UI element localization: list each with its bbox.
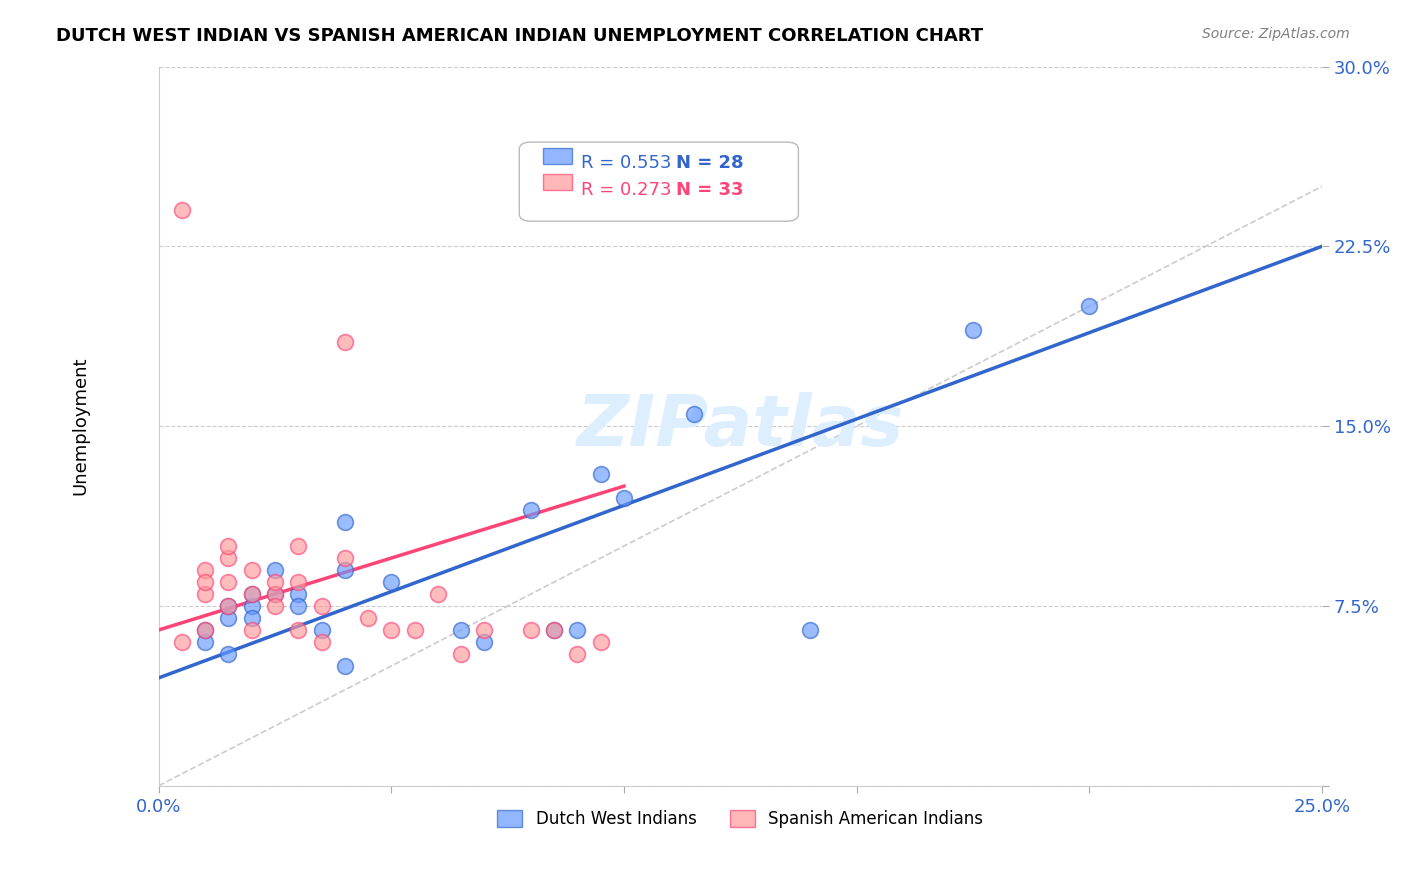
Point (170, 203, 193, 218)
Point (333, 335, 356, 350)
Point (520, 503, 543, 517)
Point (589, 467, 612, 482)
Point (264, 587, 287, 601)
Point (380, 574, 402, 589)
Point (682, 407, 704, 421)
Point (240, 611, 263, 625)
Point (567, 647, 589, 661)
Point (194, 574, 217, 589)
Y-axis label: Unemployment: Unemployment (72, 357, 89, 495)
Point (217, 647, 239, 661)
FancyBboxPatch shape (519, 142, 799, 221)
Point (472, 623, 495, 637)
Point (589, 635, 612, 649)
Point (404, 623, 426, 637)
Point (217, 599, 239, 613)
Point (287, 587, 309, 601)
Point (240, 587, 263, 601)
Point (240, 563, 263, 577)
Point (333, 551, 356, 566)
Point (287, 539, 309, 553)
FancyBboxPatch shape (543, 148, 572, 164)
Text: Source: ZipAtlas.com: Source: ZipAtlas.com (1202, 27, 1350, 41)
Point (194, 623, 217, 637)
Text: DUTCH WEST INDIAN VS SPANISH AMERICAN INDIAN UNEMPLOYMENT CORRELATION CHART: DUTCH WEST INDIAN VS SPANISH AMERICAN IN… (56, 27, 983, 45)
Point (170, 635, 193, 649)
Point (333, 659, 356, 673)
Text: ZIPatlas: ZIPatlas (576, 392, 904, 460)
FancyBboxPatch shape (543, 175, 572, 190)
Point (472, 635, 495, 649)
Point (240, 587, 263, 601)
Point (567, 623, 589, 637)
Point (333, 563, 356, 577)
Point (543, 623, 565, 637)
Point (380, 623, 402, 637)
Point (287, 574, 309, 589)
Point (240, 623, 263, 637)
Point (217, 539, 239, 553)
Point (194, 563, 217, 577)
Point (240, 599, 263, 613)
Point (311, 599, 333, 613)
Point (311, 623, 333, 637)
Point (217, 611, 239, 625)
Point (217, 551, 239, 566)
Text: N = 33: N = 33 (676, 181, 744, 199)
Point (264, 587, 287, 601)
Point (450, 623, 472, 637)
Point (311, 635, 333, 649)
Point (287, 623, 309, 637)
Point (264, 574, 287, 589)
Legend: Dutch West Indians, Spanish American Indians: Dutch West Indians, Spanish American Ind… (491, 804, 990, 835)
Point (264, 599, 287, 613)
Point (333, 515, 356, 529)
Point (194, 623, 217, 637)
Point (543, 623, 565, 637)
Text: R = 0.273: R = 0.273 (581, 181, 672, 199)
Point (613, 491, 636, 505)
Point (520, 623, 543, 637)
Text: R = 0.553: R = 0.553 (581, 154, 672, 172)
Point (194, 587, 217, 601)
Point (264, 563, 287, 577)
Point (799, 623, 821, 637)
Point (1078, 299, 1101, 313)
Point (287, 599, 309, 613)
Point (426, 587, 449, 601)
Text: N = 28: N = 28 (676, 154, 744, 172)
Point (217, 599, 239, 613)
Point (194, 635, 217, 649)
Point (450, 647, 472, 661)
Point (357, 611, 380, 625)
Point (217, 574, 239, 589)
Point (962, 323, 984, 337)
